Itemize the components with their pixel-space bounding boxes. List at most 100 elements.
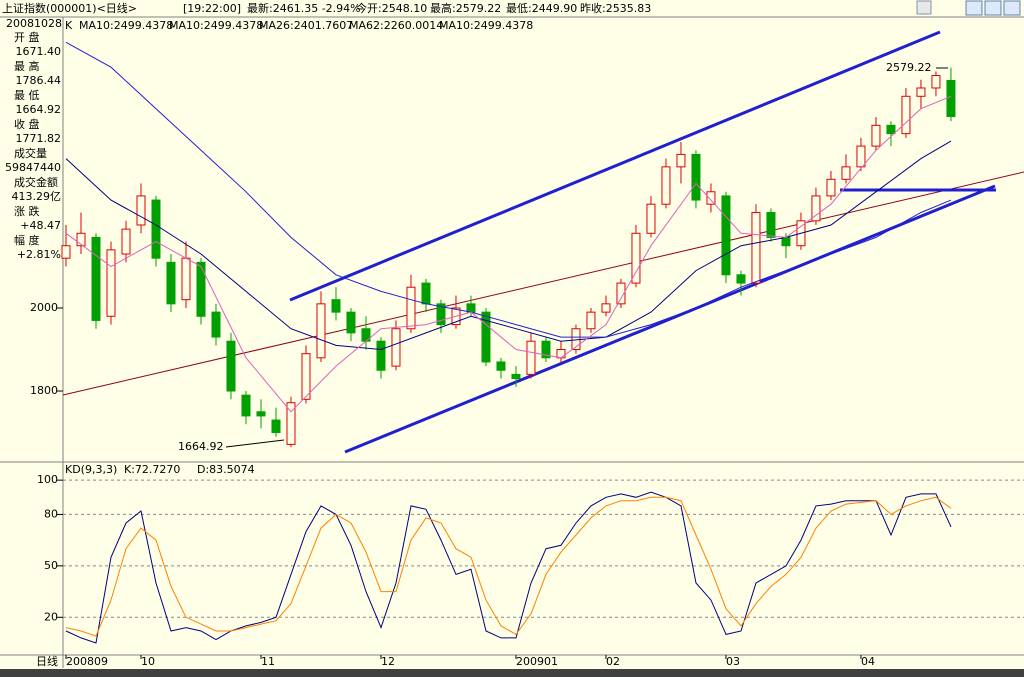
x-tick-label: 04 <box>861 655 875 668</box>
candle-body <box>736 274 746 284</box>
candle-body <box>901 95 911 135</box>
candle-body <box>916 87 926 97</box>
info-label: 成交金额 <box>14 175 58 189</box>
candle-body <box>286 402 296 445</box>
candle-body <box>526 340 536 375</box>
candle-body <box>766 212 776 238</box>
candle-body <box>196 261 206 317</box>
annotation-arrow <box>225 439 285 448</box>
candle-body <box>151 199 161 259</box>
info-label: 收 盘 <box>14 117 40 131</box>
button[interactable] <box>1003 0 1021 16</box>
info-value: 59847440 <box>5 161 61 174</box>
series-line <box>65 491 952 644</box>
x-tick-label: 12 <box>381 655 395 668</box>
candle-body <box>481 311 491 363</box>
candle-body <box>331 299 341 313</box>
series-line <box>65 140 952 351</box>
header-prev-close: 昨收:2535.83 <box>580 1 651 15</box>
candle-body <box>496 361 506 371</box>
legend-entry: K:72.7270 <box>124 463 180 476</box>
legend-entry: MA10:2499.4378 <box>439 19 533 32</box>
legend-entry: D:83.5074 <box>197 463 255 476</box>
candle-body <box>241 394 251 417</box>
info-label: 成交量 <box>14 146 47 160</box>
series-line <box>65 496 952 637</box>
x-tick-label: 03 <box>726 655 740 668</box>
button[interactable] <box>984 0 1002 16</box>
info-value: 1771.82 <box>16 132 62 145</box>
candle-body <box>436 303 446 326</box>
info-label: 幅 度 <box>14 233 40 247</box>
status-bar <box>0 669 1024 677</box>
candle-body <box>541 340 551 359</box>
candle-body <box>106 249 116 317</box>
candle-body <box>721 195 731 276</box>
x-tick-label: 02 <box>606 655 620 668</box>
trend-lines <box>62 30 1024 454</box>
panel-title: KD(9,3,3) <box>65 463 117 476</box>
button[interactable] <box>965 0 983 16</box>
annotation: 1664.92 <box>178 440 224 453</box>
info-value: 1671.40 <box>16 45 62 58</box>
legend-prefix: K <box>65 19 73 32</box>
header-latest: 最新:2461.35 -2.94% <box>247 1 361 15</box>
legend-entry: MA26:2401.7607 <box>259 19 353 32</box>
candle-body <box>121 228 131 255</box>
candle-body <box>76 232 86 247</box>
candle-body <box>931 75 941 89</box>
y-tick-label: 100 <box>37 473 58 486</box>
x-tick-label: 10 <box>141 655 155 668</box>
button[interactable] <box>916 0 932 15</box>
header-low: 最低:2449.90 <box>506 2 577 15</box>
candle-body <box>661 166 671 205</box>
candle-body <box>616 282 626 305</box>
window-buttons <box>916 0 1021 16</box>
series-line <box>65 95 952 413</box>
candle-body <box>316 303 326 359</box>
info-value: 413.29亿 <box>12 190 62 203</box>
candle-body <box>256 411 266 417</box>
candle-body <box>166 261 176 305</box>
candle-body <box>136 195 146 226</box>
candle-body <box>646 203 656 234</box>
x-tick-label: 11 <box>261 655 275 668</box>
header-open: 今开:2548.10 <box>356 1 427 15</box>
candle-body <box>301 353 311 400</box>
header-high: 最高:2579.22 <box>430 1 501 15</box>
candle-body <box>271 419 281 434</box>
header-title: 上证指数(000001)<日线> <box>2 1 137 15</box>
candle-body <box>181 257 191 301</box>
candle-body <box>346 311 356 334</box>
x-tick-label: 200809 <box>66 655 108 668</box>
x-tick-label: 200901 <box>516 655 558 668</box>
candle-body <box>91 236 101 321</box>
y-tick-label: 20 <box>44 610 58 623</box>
trend-line <box>62 171 1024 396</box>
candle-body <box>811 195 821 222</box>
candle-body <box>676 153 686 168</box>
series-line <box>65 41 952 338</box>
candle-body <box>466 303 476 313</box>
candle-body <box>511 373 521 380</box>
info-label: 最 高 <box>14 59 40 73</box>
candle-body <box>391 328 401 367</box>
y-tick-label: 2000 <box>30 301 58 314</box>
candle-body <box>706 191 716 205</box>
info-value: 1786.44 <box>16 74 62 87</box>
info-label: 最 低 <box>14 89 40 102</box>
candle-body <box>781 236 791 247</box>
annotation: 2579.22 <box>886 61 932 74</box>
candle-body <box>601 303 611 313</box>
info-value: 1664.92 <box>16 103 62 116</box>
candle-body <box>226 340 236 392</box>
header-bar <box>0 0 1024 17</box>
candle-body <box>556 349 566 359</box>
header-time: [19:22:00] <box>183 2 241 15</box>
candle-body <box>841 166 851 180</box>
candle-body <box>586 311 596 330</box>
